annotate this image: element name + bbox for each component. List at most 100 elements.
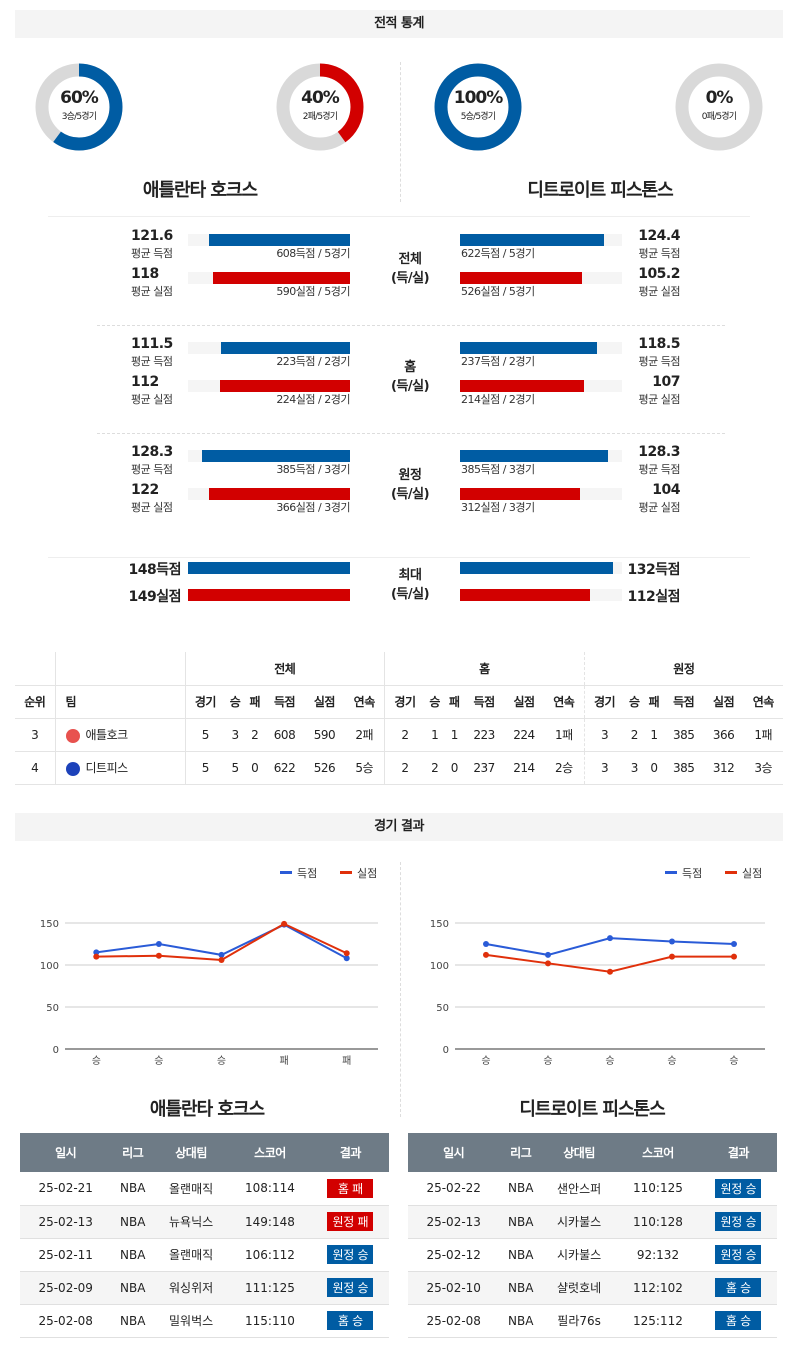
x-tick-label: 승 (543, 1055, 552, 1067)
data-point (218, 951, 225, 958)
x-tick-label: 승 (92, 1055, 101, 1067)
stat-value-right: 104 (652, 482, 680, 498)
game-league: NBA (111, 1238, 155, 1272)
column-header: 순위 (15, 685, 55, 719)
standings-row: 4 디트피스 5 5 0 622 526 5승 2 2 0 237 214 2승 3 3 0 385 312 3승 (15, 751, 783, 785)
game-opp: 샬럿호네 (542, 1271, 617, 1305)
max-value-left: 149실점 (128, 589, 182, 605)
stat-value-right: 124.4 (638, 228, 680, 244)
stat-detail-left: 366실점 / 3경기 (276, 501, 350, 514)
group-header: 원정 (583, 652, 783, 686)
max-value-left: 148득점 (128, 562, 182, 578)
game-score: 92:132 (616, 1238, 700, 1272)
data-point (545, 960, 551, 967)
game-opp: 올랜매직 (154, 1238, 229, 1272)
game-league: NBA (111, 1304, 155, 1338)
win-rate-donut: 40% 2패/5경기 (275, 62, 365, 152)
stat-cell: 608 (264, 718, 305, 752)
line-chart-right: 0 50 100 150 승 승 승 승 승 득점 실점 (430, 867, 765, 1067)
data-point (343, 950, 350, 957)
stat-category: 전체 (득/실) (370, 250, 450, 288)
stat-bar-track (188, 272, 350, 284)
stat-bar-fill (460, 234, 604, 246)
result-badge: 원정 승 (715, 1178, 762, 1198)
column-header: 연속 (543, 685, 585, 719)
game-score: 149:148 (228, 1205, 312, 1239)
stat-bar-track (188, 380, 350, 392)
team-cell[interactable]: 애틀호크 (54, 718, 185, 752)
column-header: 상대팀 (154, 1133, 229, 1172)
game-date: 25-02-08 (408, 1304, 500, 1338)
column-header: 패 (644, 685, 664, 719)
data-point (155, 952, 162, 959)
game-opp: 밀워벅스 (154, 1304, 229, 1338)
team-name-right-results: 디트로이트 피스톤스 (519, 1099, 665, 1120)
divider (400, 862, 401, 1117)
game-score: 125:112 (616, 1304, 700, 1338)
game-league: NBA (111, 1172, 155, 1206)
donut-fill (35, 63, 123, 151)
game-row: 25-02-13 NBA 뉴욕닉스 149:148 원정 패 (20, 1205, 389, 1239)
x-tick-label: 승 (729, 1055, 738, 1067)
stat-bar-fill (201, 450, 350, 462)
legend-swatch (340, 871, 352, 874)
stat-cell: 366 (703, 718, 744, 752)
data-point (93, 953, 100, 960)
game-opp: 시카불스 (542, 1238, 617, 1272)
data-point (669, 938, 675, 945)
stat-detail-left: 590실점 / 5경기 (276, 285, 350, 298)
game-row: 25-02-08 NBA 밀워벅스 115:110 홈 승 (20, 1304, 389, 1338)
team-cell[interactable]: 디트피스 (54, 751, 185, 785)
data-point (483, 941, 489, 947)
game-opp: 샌안스퍼 (542, 1172, 617, 1206)
game-score: 115:110 (228, 1304, 312, 1338)
legend-label: 득점 (682, 867, 702, 880)
column-header: 승 (225, 685, 245, 719)
stat-bar-track (460, 272, 622, 284)
column-header: 득점 (264, 685, 305, 719)
stat-bar-track (460, 342, 622, 354)
x-tick-label: 승 (154, 1055, 163, 1067)
stat-category: 홈 (득/실) (370, 358, 450, 396)
game-score: 110:125 (616, 1172, 700, 1206)
donut-ring (35, 63, 123, 151)
stat-value-left: 122 (131, 482, 159, 498)
column-header: 실점 (703, 685, 744, 719)
donut-percent: 40% (301, 88, 340, 108)
stat-category: 원정 (득/실) (370, 466, 450, 504)
stat-bar-track (460, 450, 622, 462)
game-league: NBA (499, 1172, 543, 1206)
stat-cell: 1 (444, 718, 465, 752)
game-date: 25-02-22 (408, 1172, 500, 1206)
column-header: 경기 (583, 685, 625, 719)
column-header: 승 (624, 685, 645, 719)
column-header: 경기 (184, 685, 226, 719)
result-badge: 홈 패 (327, 1178, 374, 1198)
x-tick-label: 승 (605, 1055, 614, 1067)
stat-bar-track (188, 342, 350, 354)
stat-category-title: 전체 (398, 252, 422, 267)
game-row: 25-02-12 NBA 시카불스 92:132 원정 승 (408, 1238, 777, 1272)
column-header: 실점 (504, 685, 544, 719)
stat-detail-right: 526실점 / 5경기 (461, 285, 535, 298)
stat-bar-track (460, 488, 622, 500)
stat-value-left: 121.6 (131, 228, 173, 244)
game-date: 25-02-11 (20, 1238, 112, 1272)
donut-subtext: 3승/5경기 (61, 112, 97, 122)
line-chart-left: 0 50 100 150 승 승 승 패 패 득점 실점 (40, 867, 378, 1067)
stat-label-left: 평균 실점 (131, 285, 173, 298)
stat-label-right: 평균 득점 (638, 247, 681, 260)
legend-swatch (280, 871, 292, 874)
stat-cell: 2 (384, 718, 425, 752)
game-opp: 올랜매직 (154, 1172, 229, 1206)
stat-cell: 237 (464, 751, 505, 785)
data-point (545, 951, 551, 958)
stat-cell: 526 (304, 751, 345, 785)
column-header: 득점 (464, 685, 505, 719)
column-header: 상대팀 (542, 1133, 617, 1172)
divider (400, 62, 401, 202)
stat-detail-right: 237득점 / 2경기 (461, 355, 535, 368)
stat-cell: 2패 (344, 718, 385, 752)
result-badge: 홈 승 (715, 1278, 762, 1297)
stat-cell: 2 (384, 751, 425, 785)
